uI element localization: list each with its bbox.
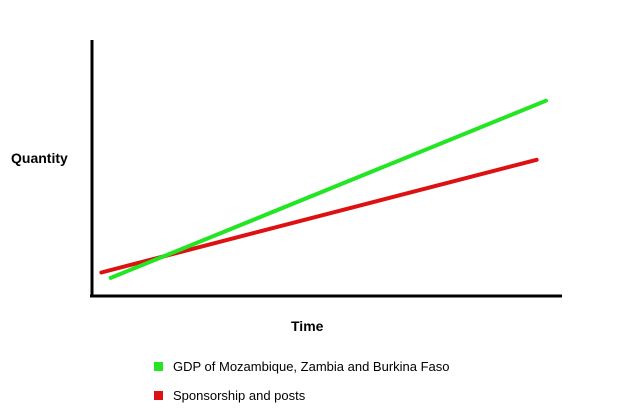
legend-swatch-sponsorship bbox=[154, 390, 163, 400]
legend-swatch-gdp bbox=[154, 361, 163, 371]
legend-label-gdp: GDP of Mozambique, Zambia and Burkina Fa… bbox=[173, 358, 450, 374]
x-axis-label: Time bbox=[291, 318, 324, 334]
legend-label-sponsorship: Sponsorship and posts bbox=[173, 387, 306, 403]
y-axis-label: Quantity bbox=[11, 150, 68, 166]
legend-item-gdp: GDP of Mozambique, Zambia and Burkina Fa… bbox=[154, 356, 450, 376]
series-layer bbox=[99, 98, 548, 280]
legend: GDP of Mozambique, Zambia and Burkina Fa… bbox=[154, 356, 450, 414]
series-line-gdp bbox=[108, 98, 548, 280]
legend-item-sponsorship: Sponsorship and posts bbox=[154, 385, 450, 405]
